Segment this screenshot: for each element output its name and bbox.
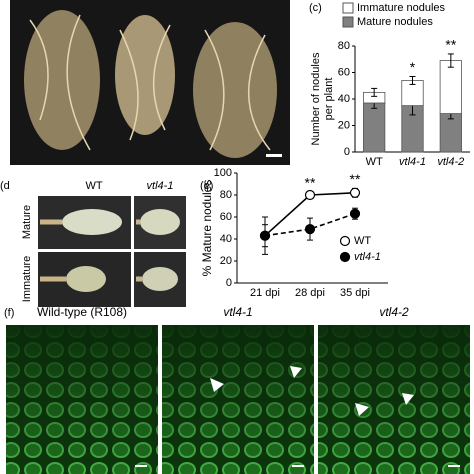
panel-label: (c)	[309, 2, 322, 14]
row-label: Immature	[21, 256, 33, 302]
y-tick-label: 20	[220, 255, 232, 267]
x-tick-label: vtl4-2	[437, 156, 464, 168]
y-tick-label: 40	[220, 233, 232, 245]
confocal-images	[6, 325, 470, 474]
x-tick-label: vtl4-1	[399, 156, 426, 168]
point	[304, 224, 316, 235]
image-title: Wild-type (R108)	[37, 305, 127, 319]
panel-label: (d	[0, 180, 10, 192]
legend-swatch	[342, 16, 354, 28]
point	[349, 187, 361, 198]
row-label: Mature	[21, 205, 33, 239]
y-axis-label: per plant	[323, 78, 335, 121]
legend-label: Mature nodules	[357, 16, 433, 28]
y-axis-label: Number of nodules	[310, 52, 322, 145]
point	[304, 189, 316, 201]
y-axis-label: % Mature nodules	[200, 180, 214, 277]
x-tick-label: 35 dpi	[340, 287, 370, 299]
significance: **	[350, 171, 361, 187]
legend-marker	[339, 235, 351, 247]
legend-label: WT	[354, 235, 371, 247]
x-tick-label: 28 dpi	[295, 287, 325, 299]
legend-label: Immature nodules	[357, 2, 446, 14]
column-label: vtl4-1	[147, 180, 174, 192]
y-tick-label: 0	[226, 277, 232, 289]
legend-swatch	[342, 2, 354, 14]
y-tick-label: 80	[338, 40, 350, 52]
bar-segment	[439, 60, 462, 114]
x-tick-label: WT	[366, 156, 383, 168]
point	[259, 230, 271, 241]
image-title: vtl4-2	[379, 305, 409, 319]
nodule-photos	[38, 196, 186, 307]
y-tick-label: 80	[220, 189, 232, 201]
y-tick-label: 0	[344, 146, 350, 158]
bar-segment	[363, 102, 386, 153]
panel-label: (e)	[200, 180, 213, 192]
legend-label: vtl4-1	[354, 251, 381, 263]
panel-label: (f)	[4, 307, 14, 319]
point	[349, 208, 361, 219]
legend-marker	[339, 251, 351, 263]
significance: *	[410, 59, 416, 75]
y-tick-label: 100	[214, 167, 232, 179]
significance: **	[445, 37, 456, 53]
image-title: vtl4-1	[223, 305, 252, 319]
y-tick-label: 60	[220, 211, 232, 223]
y-tick-label: 20	[338, 119, 350, 131]
root-photo	[10, 0, 290, 165]
y-tick-label: 40	[338, 93, 350, 105]
y-tick-label: 60	[338, 66, 350, 78]
column-label: WT	[85, 180, 102, 192]
significance: **	[305, 174, 316, 190]
x-tick-label: 21 dpi	[250, 287, 280, 299]
